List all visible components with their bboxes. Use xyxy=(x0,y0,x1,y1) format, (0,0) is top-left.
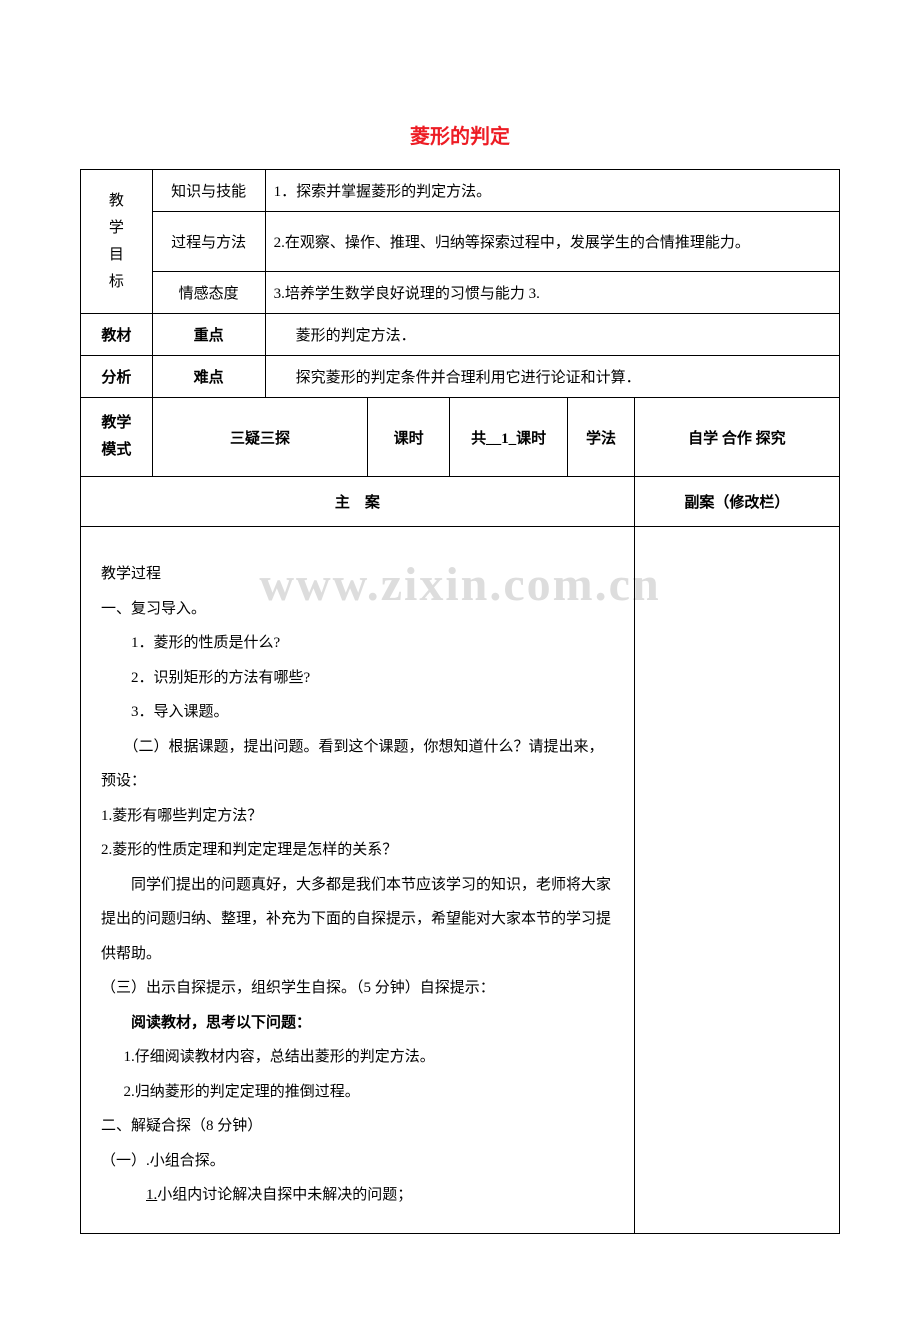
main-header-right: 副案（修改栏） xyxy=(634,477,839,527)
sublabel-cell: 情感态度 xyxy=(152,272,265,314)
content-line: 1.小组内讨论解决自探中未解决的问题； xyxy=(101,1178,614,1213)
mode-value: 三疑三探 xyxy=(152,398,367,477)
period-value: 共__1_课时 xyxy=(450,398,568,477)
table-row: 主 案 副案（修改栏） xyxy=(81,477,840,527)
page-title: 菱形的判定 xyxy=(80,120,840,149)
content-line: （二）根据课题，提出问题。看到这个课题，你想知道什么？请提出来，预设： xyxy=(101,730,614,799)
content-line: 同学们提出的问题真好，大多都是我们本节应该学习的知识，老师将大家提出的问题归纳、… xyxy=(101,868,614,972)
material-label1: 教材 xyxy=(81,314,153,356)
sub-content-cell xyxy=(634,527,839,1234)
table-row: 教学模式 三疑三探 课时 共__1_课时 学法 自学 合作 探究 xyxy=(81,398,840,477)
material-content1: 菱形的判定方法． xyxy=(265,314,839,356)
content-cell: 3.培养学生数学良好说理的习惯与能力 3. xyxy=(265,272,839,314)
material-sublabel1: 重点 xyxy=(152,314,265,356)
table-row: 教学过程 一、复习导入。 1．菱形的性质是什么? 2．识别矩形的方法有哪些? 3… xyxy=(81,527,840,1234)
content-line: 教学过程 xyxy=(101,557,614,592)
content-text: 小组内讨论解决自探中未解决的问题； xyxy=(157,1187,412,1203)
content-line: 阅读教材，思考以下问题： xyxy=(101,1006,614,1041)
content-line: （三）出示自探提示，组织学生自探。（5 分钟）自探提示： xyxy=(101,971,614,1006)
content-line: 1.菱形有哪些判定方法？ xyxy=(101,799,614,834)
content-line: 3．导入课题。 xyxy=(101,695,614,730)
content-line: 1.仔细阅读教材内容，总结出菱形的判定方法。 xyxy=(101,1040,614,1075)
underline-text: 1. xyxy=(146,1187,157,1203)
content-line: 2.归纳菱形的判定定理的推倒过程。 xyxy=(101,1075,614,1110)
material-content2: 探究菱形的判定条件并合理利用它进行论证和计算． xyxy=(265,356,839,398)
table-row: 分析 难点 探究菱形的判定条件并合理利用它进行论证和计算． xyxy=(81,356,840,398)
sublabel-cell: 过程与方法 xyxy=(152,212,265,272)
sublabel-cell: 知识与技能 xyxy=(152,170,265,212)
content-cell: 1．探索并掌握菱形的判定方法。 xyxy=(265,170,839,212)
table-row: 情感态度 3.培养学生数学良好说理的习惯与能力 3. xyxy=(81,272,840,314)
material-sublabel2: 难点 xyxy=(152,356,265,398)
table-row: 教材 重点 菱形的判定方法． xyxy=(81,314,840,356)
table-row: 教学目标 知识与技能 1．探索并掌握菱形的判定方法。 xyxy=(81,170,840,212)
main-header-left: 主 案 xyxy=(81,477,635,527)
content-line: 一、复习导入。 xyxy=(101,592,614,627)
content-line: 二、解疑合探（8 分钟） xyxy=(101,1109,614,1144)
main-content-cell: 教学过程 一、复习导入。 1．菱形的性质是什么? 2．识别矩形的方法有哪些? 3… xyxy=(81,527,635,1234)
goal-label-cell: 教学目标 xyxy=(81,170,153,314)
table-row: 过程与方法 2.在观察、操作、推理、归纳等探索过程中，发展学生的合情推理能力。 xyxy=(81,212,840,272)
content-line: 1．菱形的性质是什么? xyxy=(101,626,614,661)
method-label: 学法 xyxy=(568,398,635,477)
content-line: （一）.小组合探。 xyxy=(101,1144,614,1179)
material-label2: 分析 xyxy=(81,356,153,398)
lesson-plan-table: 教学目标 知识与技能 1．探索并掌握菱形的判定方法。 过程与方法 2.在观察、操… xyxy=(80,169,840,1234)
period-label: 课时 xyxy=(368,398,450,477)
method-value: 自学 合作 探究 xyxy=(634,398,839,477)
content-cell: 2.在观察、操作、推理、归纳等探索过程中，发展学生的合情推理能力。 xyxy=(265,212,839,272)
mode-label: 教学模式 xyxy=(81,398,153,477)
content-line: 2.菱形的性质定理和判定定理是怎样的关系？ xyxy=(101,833,614,868)
content-line: 2．识别矩形的方法有哪些? xyxy=(101,661,614,696)
